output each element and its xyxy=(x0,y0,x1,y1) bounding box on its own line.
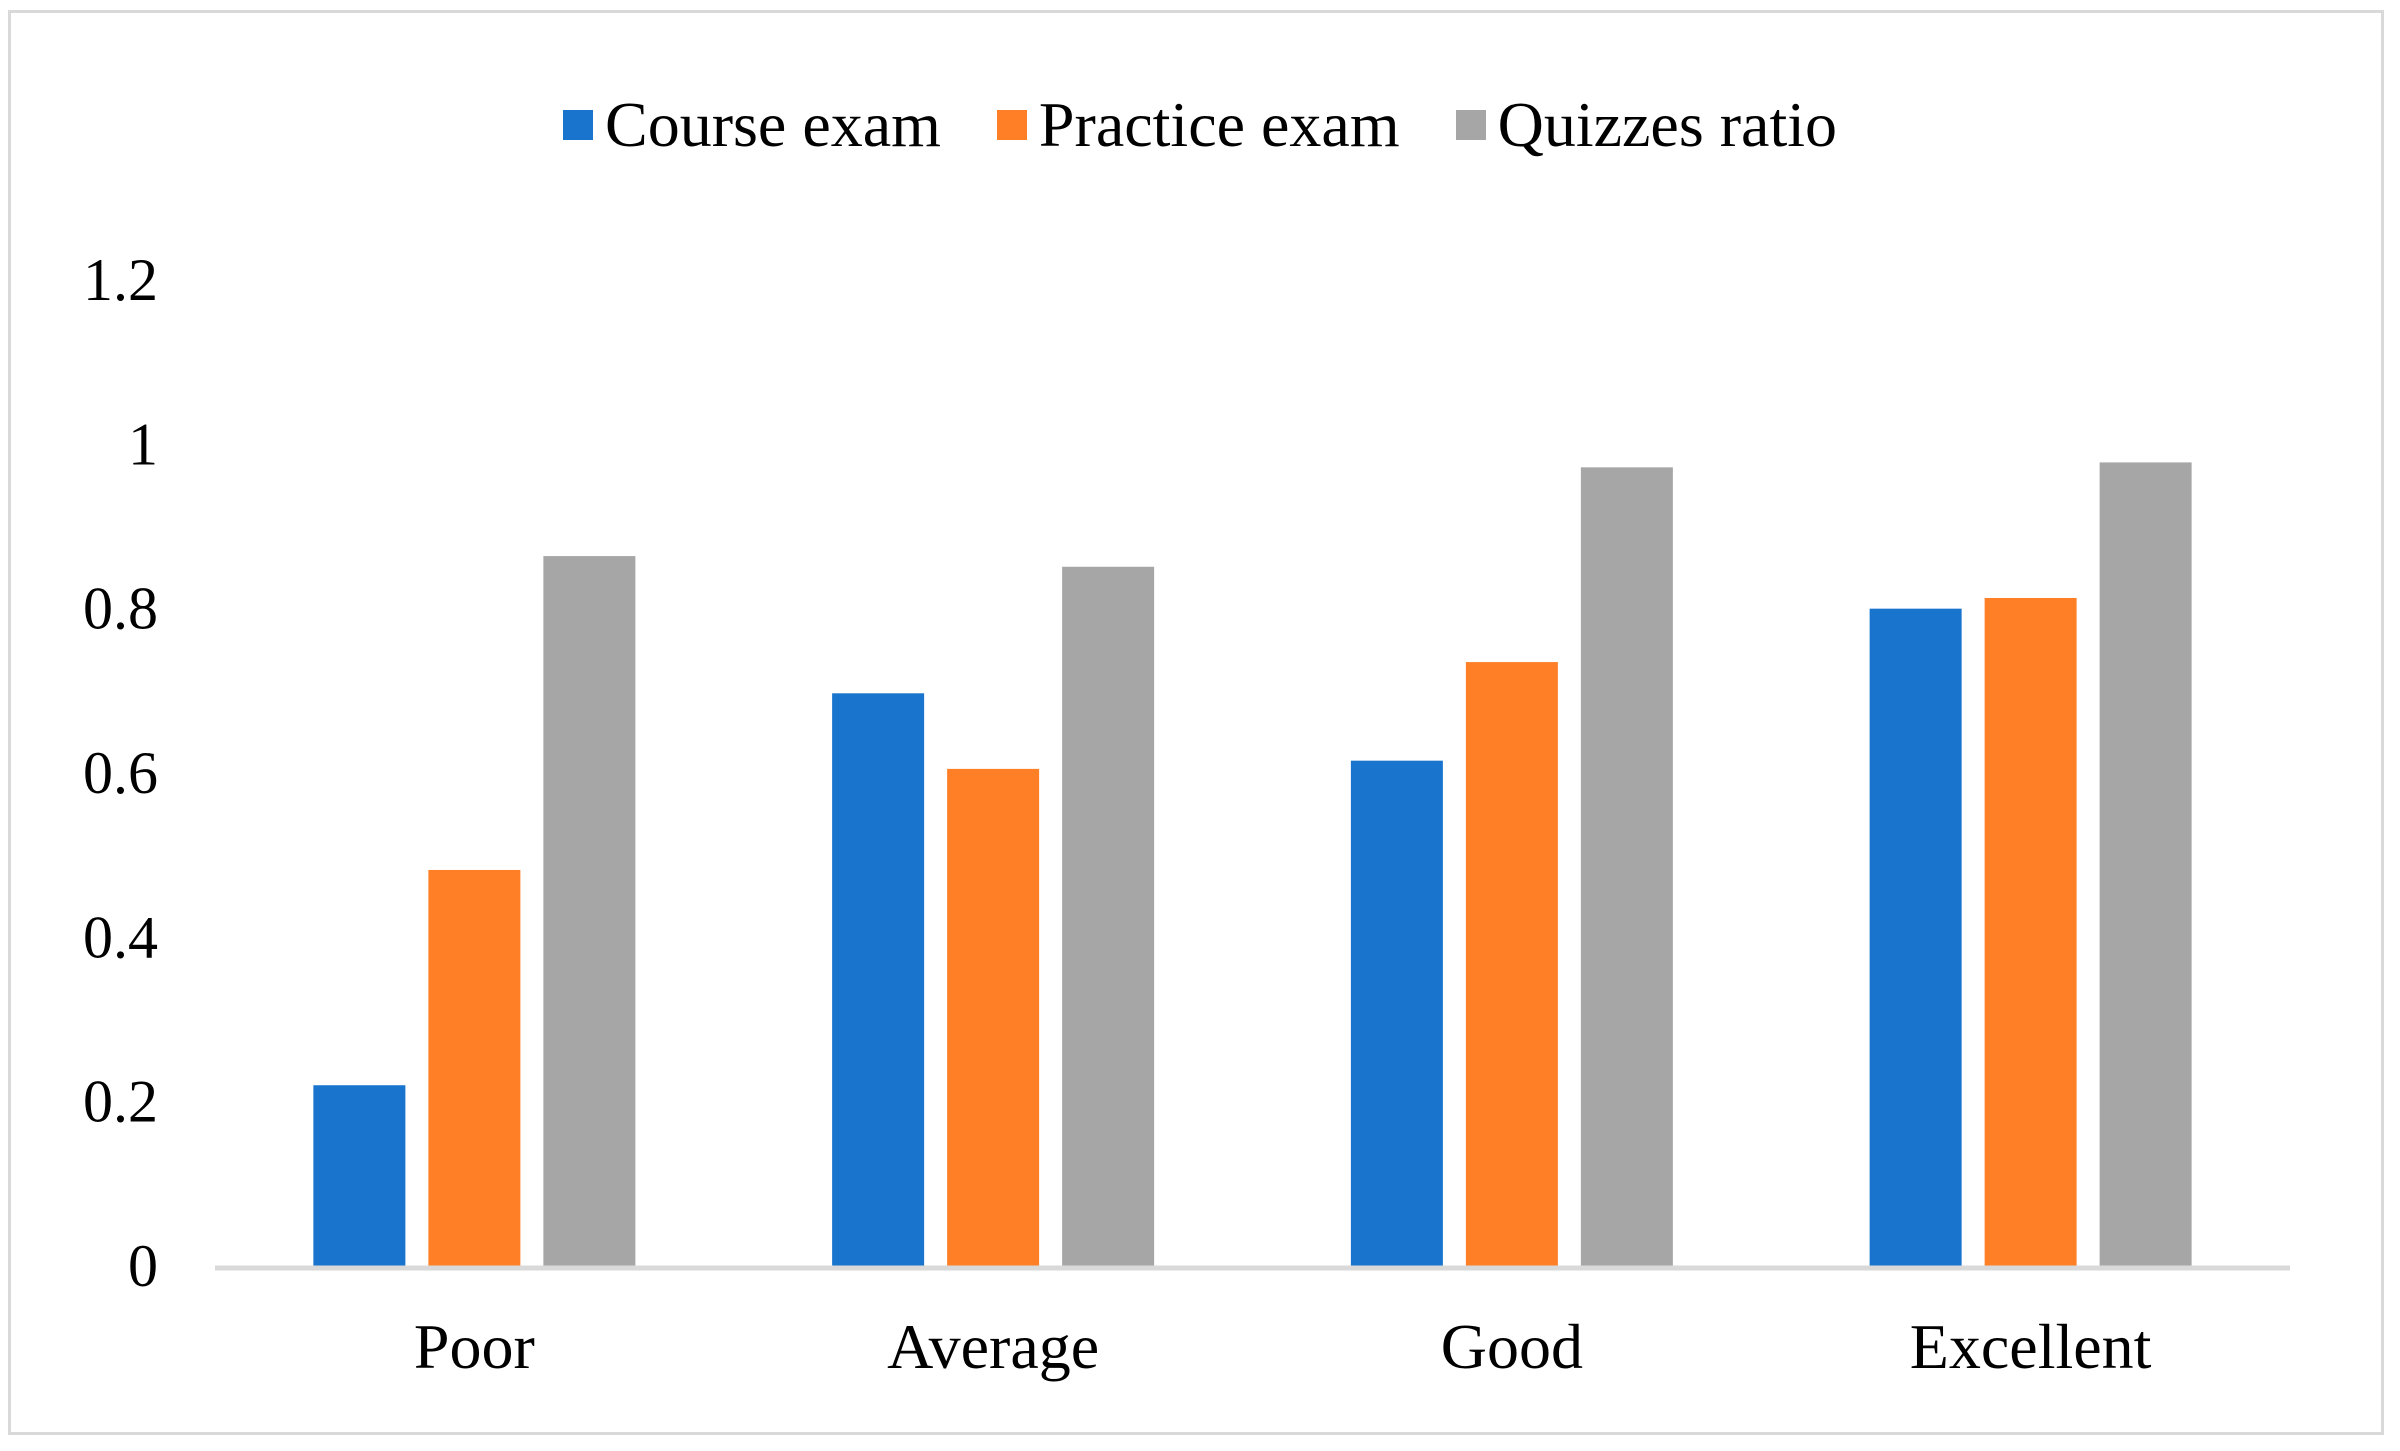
bar-quizzes-ratio-excellent xyxy=(2099,462,2192,1266)
y-tick-label: 1 xyxy=(128,411,158,477)
bar-practice-exam-excellent xyxy=(1984,597,2077,1266)
bars-group xyxy=(313,462,2192,1267)
y-tick-label: 1.2 xyxy=(83,247,158,313)
legend-swatch-quizzes-ratio xyxy=(1455,110,1486,140)
y-tick-label: 0 xyxy=(128,1233,158,1299)
bar-course-exam-excellent xyxy=(1869,608,1962,1266)
x-category-label: Excellent xyxy=(1910,1311,2152,1382)
bar-practice-exam-average xyxy=(947,768,1040,1266)
bar-quizzes-ratio-average xyxy=(1062,566,1155,1266)
bar-quizzes-ratio-good xyxy=(1580,467,1673,1267)
bar-course-exam-good xyxy=(1350,760,1443,1266)
bar-course-exam-poor xyxy=(313,1085,406,1266)
x-category-label: Good xyxy=(1441,1311,1583,1382)
bar-course-exam-average xyxy=(832,693,925,1266)
x-category-label: Average xyxy=(887,1311,1099,1382)
y-tick-label: 0.4 xyxy=(83,904,158,970)
bar-practice-exam-good xyxy=(1465,662,1558,1266)
legend-swatch-course-exam xyxy=(563,110,593,140)
legend-swatch-practice-exam xyxy=(996,110,1027,140)
legend-item-practice-exam: Practice exam xyxy=(996,88,1400,162)
legend-label-practice-exam: Practice exam xyxy=(1038,89,1400,160)
bar-practice-exam-poor xyxy=(428,869,521,1266)
y-tick-label: 0.8 xyxy=(83,576,158,642)
legend: Course exam Practice exam Quizzes ratio xyxy=(0,88,2400,162)
legend-label-quizzes-ratio: Quizzes ratio xyxy=(1497,89,1837,160)
y-tick-label: 0.6 xyxy=(83,740,158,806)
legend-item-quizzes-ratio: Quizzes ratio xyxy=(1455,88,1837,162)
y-tick-label: 0.2 xyxy=(83,1069,158,1135)
legend-item-course-exam: Course exam xyxy=(563,88,941,162)
x-axis-categories: Poor Average Good Excellent xyxy=(414,1311,2152,1382)
y-axis-ticks: 0 0.2 0.4 0.6 0.8 1 1.2 xyxy=(83,247,158,1299)
bar-quizzes-ratio-poor xyxy=(543,556,636,1266)
legend-label-course-exam: Course exam xyxy=(605,89,941,160)
x-category-label: Poor xyxy=(414,1311,535,1382)
